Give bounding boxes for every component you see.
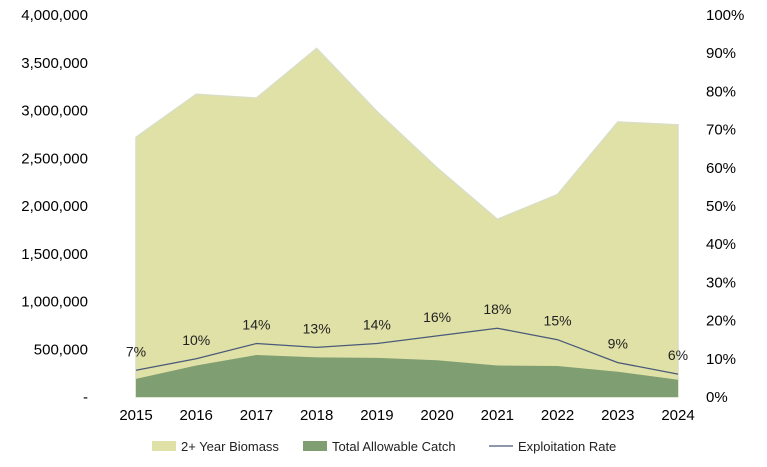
right-tick-label: 70% <box>706 122 736 139</box>
left-tick-label: 3,000,000 <box>21 103 88 120</box>
right-tick-label: 80% <box>706 83 736 100</box>
right-tick-label: 40% <box>706 236 736 253</box>
2-year-biomass-area <box>135 47 679 398</box>
exploitation-rate-line <box>135 327 679 375</box>
legend-label-exploitation-rate: Exploitation Rate <box>518 439 616 454</box>
data-label-2020: 16% <box>423 309 451 325</box>
right-tick-label: 50% <box>706 198 736 215</box>
data-label-2018: 13% <box>303 320 331 336</box>
x-tick-label: 2023 <box>601 407 634 424</box>
right-tick-label: 20% <box>706 313 736 330</box>
right-tick-label: 0% <box>706 389 728 406</box>
total-allowable-catch-area <box>136 354 678 397</box>
x-tick-label: 2019 <box>360 407 393 424</box>
legend-label-total-allowable-catch: Total Allowable Catch <box>332 439 456 454</box>
data-label-2015: 7% <box>126 343 146 359</box>
right-tick-label: 100% <box>706 7 744 24</box>
left-tick-label: 2,000,000 <box>21 198 88 215</box>
legend-swatch-2-year-biomass <box>152 441 176 451</box>
left-tick-label: 2,500,000 <box>21 150 88 167</box>
legend-swatch-total-allowable-catch <box>303 441 327 451</box>
data-label-2022: 15% <box>544 313 572 329</box>
left-tick-label: 3,500,000 <box>21 55 88 72</box>
left-tick-label: 1,500,000 <box>21 246 88 263</box>
data-label-2017: 14% <box>242 317 270 333</box>
data-label-2023: 9% <box>608 336 628 352</box>
left-tick-label: 500,000 <box>34 341 88 358</box>
x-tick-label: 2017 <box>240 407 273 424</box>
x-tick-label: 2015 <box>119 407 152 424</box>
x-tick-label: 2022 <box>541 407 574 424</box>
left-tick-label: 4,000,000 <box>21 7 88 24</box>
data-labels: 7% 10% 14% 13% 14% 16% 18% 15% 9% 6% <box>126 301 688 363</box>
x-tick-label: 2024 <box>661 407 694 424</box>
right-tick-label: 10% <box>706 351 736 368</box>
legend: 2+ Year Biomass Total Allowable Catch Expl… <box>152 439 616 454</box>
right-tick-label: 60% <box>706 160 736 177</box>
legend-label-2-year-biomass: 2+ Year Biomass <box>181 439 279 454</box>
x-tick-label: 2018 <box>300 407 333 424</box>
data-label-2021: 18% <box>483 301 511 317</box>
right-tick-label: 90% <box>706 45 736 62</box>
x-tick-label: 2021 <box>481 407 514 424</box>
x-tick-label: 2016 <box>180 407 213 424</box>
right-y-axis: 0% 10% 20% 30% 40% 50% 60% 70% 80% 90% 100% <box>706 7 744 406</box>
plot-lines <box>135 327 679 375</box>
data-label-2024: 6% <box>668 347 688 363</box>
x-tick-label: 2020 <box>420 407 453 424</box>
left-y-axis: - 500,000 1,000,000 1,500,000 2,000,000 2,500… <box>21 7 88 406</box>
data-label-2019: 14% <box>363 317 391 333</box>
data-label-2016: 10% <box>182 332 210 348</box>
plot-areas <box>135 47 679 398</box>
left-tick-label: - <box>83 389 88 406</box>
right-tick-label: 30% <box>706 274 736 291</box>
left-tick-label: 1,000,000 <box>21 294 88 311</box>
x-axis: 2015 2016 2017 2018 2019 2020 2021 2022 2023 2024 <box>119 407 694 424</box>
